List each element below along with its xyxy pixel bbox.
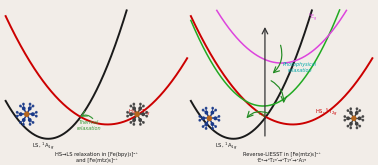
Circle shape: [358, 117, 361, 119]
Text: Reverse-LIESST in [Fe(mtz)₆]²⁺
⁵Eᵍ→³T₂ᵍ′→³T₁ᵍ′→¹A₁ᵍ: Reverse-LIESST in [Fe(mtz)₆]²⁺ ⁵Eᵍ→³T₂ᵍ′…: [243, 152, 321, 163]
Text: $^1$T$_{1g}$: $^1$T$_{1g}$: [256, 108, 267, 120]
Circle shape: [36, 115, 37, 117]
Circle shape: [127, 112, 128, 113]
Circle shape: [356, 127, 358, 129]
Circle shape: [205, 128, 207, 129]
Circle shape: [356, 123, 358, 125]
Circle shape: [347, 125, 349, 127]
Circle shape: [140, 124, 141, 125]
Circle shape: [23, 124, 24, 125]
Text: HS, $^5$T$_{2g}$: HS, $^5$T$_{2g}$: [315, 107, 338, 118]
Circle shape: [218, 116, 220, 117]
Circle shape: [130, 113, 132, 116]
Circle shape: [211, 111, 214, 114]
Circle shape: [140, 103, 141, 105]
Circle shape: [202, 117, 204, 120]
Circle shape: [202, 126, 204, 127]
Circle shape: [350, 123, 352, 125]
Circle shape: [344, 119, 345, 121]
Circle shape: [23, 119, 25, 121]
Circle shape: [359, 125, 361, 127]
Circle shape: [17, 112, 18, 113]
Circle shape: [356, 108, 358, 109]
Circle shape: [205, 111, 208, 114]
Circle shape: [142, 113, 144, 116]
Circle shape: [25, 112, 29, 116]
Circle shape: [133, 107, 135, 110]
Circle shape: [352, 116, 356, 120]
Circle shape: [133, 103, 135, 105]
Circle shape: [23, 107, 25, 110]
Circle shape: [211, 123, 214, 125]
Circle shape: [215, 126, 216, 127]
Circle shape: [362, 116, 364, 117]
Circle shape: [29, 107, 31, 110]
Text: HS, $^5$T$_{2g}$: HS, $^5$T$_{2g}$: [128, 107, 151, 118]
Circle shape: [17, 115, 18, 117]
Circle shape: [205, 123, 208, 125]
Circle shape: [146, 115, 147, 117]
Circle shape: [36, 112, 37, 113]
Circle shape: [214, 117, 217, 120]
Circle shape: [359, 110, 361, 111]
Circle shape: [139, 119, 141, 121]
Text: HS→LS relaxation in [Fe(bpy)₃]²⁺
and [Fe(mtz)₆]²⁺: HS→LS relaxation in [Fe(bpy)₃]²⁺ and [Fe…: [55, 152, 138, 163]
Circle shape: [146, 112, 147, 113]
Circle shape: [215, 109, 216, 111]
Text: LS, $^1$A$_{1g}$: LS, $^1$A$_{1g}$: [31, 140, 54, 151]
Circle shape: [362, 119, 364, 121]
Circle shape: [135, 112, 139, 116]
Circle shape: [218, 119, 220, 121]
Circle shape: [139, 107, 141, 110]
Circle shape: [350, 127, 352, 129]
Circle shape: [143, 105, 144, 107]
Circle shape: [33, 122, 34, 123]
Text: LS, $^1$A$_{1g}$: LS, $^1$A$_{1g}$: [215, 140, 237, 151]
Circle shape: [33, 105, 34, 107]
Circle shape: [20, 105, 21, 107]
Text: Thermal
relaxation: Thermal relaxation: [77, 120, 101, 131]
Circle shape: [208, 116, 211, 120]
Circle shape: [23, 103, 24, 105]
Circle shape: [32, 113, 34, 116]
Circle shape: [127, 115, 128, 117]
Circle shape: [130, 105, 132, 107]
Circle shape: [29, 124, 31, 125]
Circle shape: [20, 113, 22, 116]
Circle shape: [205, 107, 207, 109]
Circle shape: [199, 116, 200, 117]
Circle shape: [29, 119, 31, 121]
Circle shape: [350, 112, 352, 114]
Circle shape: [130, 122, 132, 123]
Circle shape: [202, 109, 204, 111]
Circle shape: [133, 119, 135, 121]
Circle shape: [20, 122, 21, 123]
Circle shape: [356, 112, 358, 114]
Circle shape: [212, 128, 213, 129]
Circle shape: [199, 119, 200, 121]
Text: Photophysical
relaxation: Photophysical relaxation: [283, 62, 317, 73]
Text: $^5$E$_g$: $^5$E$_g$: [308, 12, 317, 23]
Circle shape: [29, 103, 31, 105]
Circle shape: [143, 122, 144, 123]
Circle shape: [344, 116, 345, 117]
Circle shape: [347, 110, 349, 111]
Circle shape: [350, 108, 352, 109]
Circle shape: [133, 124, 135, 125]
Circle shape: [212, 107, 213, 109]
Circle shape: [347, 117, 349, 119]
